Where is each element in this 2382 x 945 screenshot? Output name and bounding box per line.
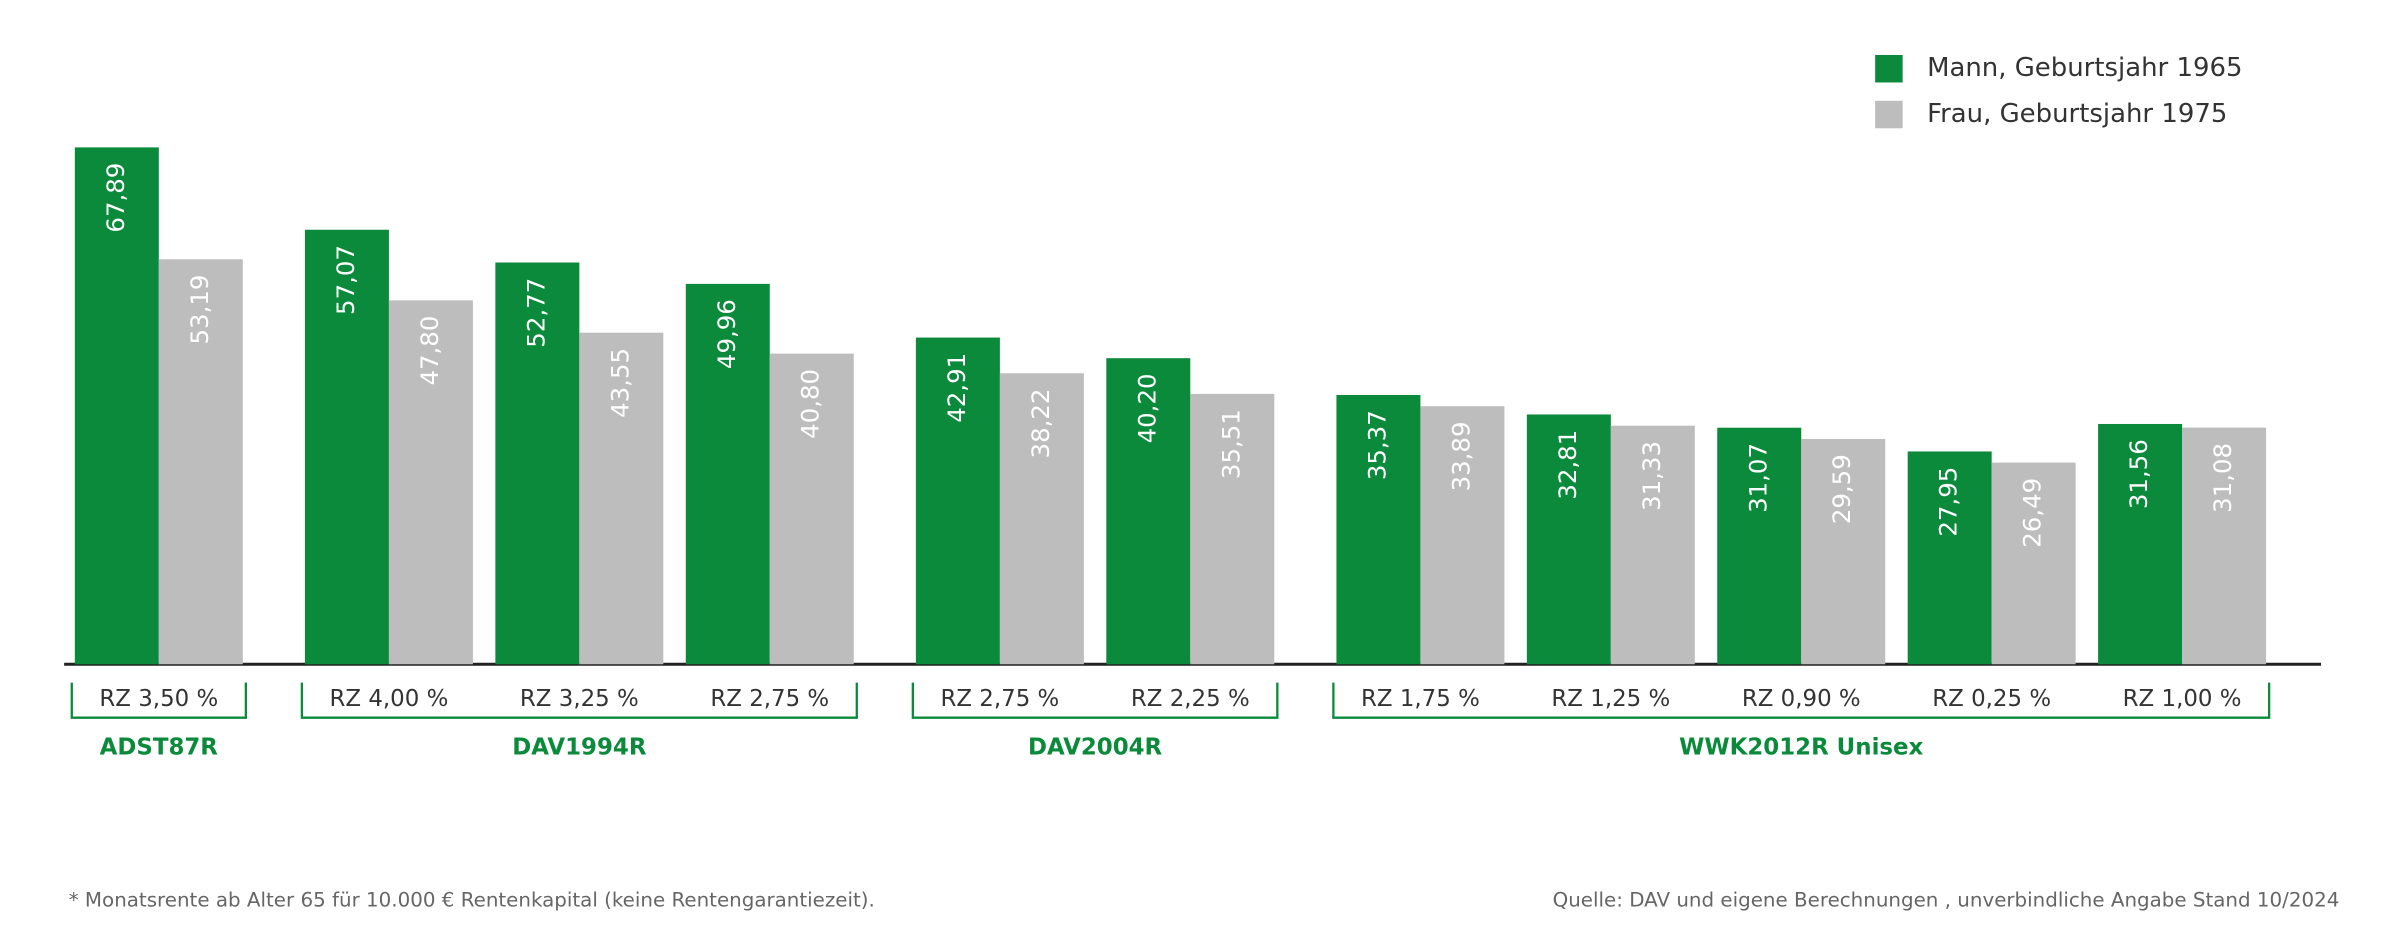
value-label: 35,51	[1216, 409, 1245, 479]
legend-label: Mann, Geburtsjahr 1965	[1927, 53, 2242, 83]
bar	[388, 300, 473, 665]
footnote: * Monatsrente ab Alter 65 für 10.000 € R…	[69, 888, 875, 911]
x-tick-label: RZ 2,75 %	[940, 686, 1059, 712]
value-label: 47,80	[415, 316, 444, 386]
bar	[1190, 393, 1275, 665]
group-label: WWK2012R Unisex	[1679, 735, 1923, 761]
bar	[1526, 414, 1611, 665]
group-bracket	[1332, 682, 2271, 719]
x-tick-label: RZ 3,25 %	[520, 686, 639, 712]
value-label: 43,55	[605, 348, 634, 418]
bar	[2182, 427, 2267, 665]
value-label: 40,80	[796, 369, 825, 439]
value-label: 26,49	[2018, 478, 2047, 548]
value-label: 40,20	[1132, 373, 1161, 443]
bar	[1801, 438, 1886, 665]
value-label: 31,08	[2208, 443, 2237, 513]
group-label: DAV1994R	[512, 735, 647, 761]
value-label: 49,96	[712, 299, 741, 369]
value-label: 31,33	[1637, 441, 1666, 511]
value-label: 29,59	[1827, 454, 1856, 524]
legend-swatch	[1875, 54, 1903, 83]
x-tick-label: RZ 0,25 %	[1932, 686, 2051, 712]
value-label: 35,37	[1362, 410, 1391, 480]
group-label: ADST87R	[100, 735, 219, 761]
chart-body: * Monatsrente ab Alter 65 für 10.000 € R…	[64, 53, 2339, 911]
bar	[1991, 462, 2076, 665]
value-label: 42,91	[942, 353, 971, 423]
value-label: 38,22	[1026, 389, 1055, 459]
value-label: 33,89	[1446, 422, 1475, 492]
legend-swatch	[1875, 100, 1903, 129]
x-tick-label: RZ 0,90 %	[1742, 686, 1861, 712]
bar	[74, 147, 159, 665]
bar	[495, 262, 580, 665]
legend-label: Frau, Geburtsjahr 1975	[1927, 99, 2227, 129]
value-label: 52,77	[521, 278, 550, 348]
bar	[769, 353, 854, 665]
x-tick-label: RZ 1,75 %	[1361, 686, 1480, 712]
x-tick-label: RZ 1,25 %	[1551, 686, 1670, 712]
source: Quelle: DAV und eigene Berechnungen , un…	[1553, 888, 2340, 911]
bar	[158, 259, 243, 665]
bar	[2098, 423, 2183, 665]
value-label: 31,07	[1743, 443, 1772, 513]
x-tick-label: RZ 2,25 %	[1131, 686, 1250, 712]
bar	[1717, 427, 1802, 665]
group-label: DAV2004R	[1028, 735, 1163, 761]
value-label: 31,56	[2124, 439, 2153, 509]
bar	[1106, 358, 1191, 665]
value-label: 27,95	[1934, 467, 1963, 537]
bar	[685, 283, 770, 665]
x-tick-label: RZ 2,75 %	[710, 686, 829, 712]
bar	[999, 373, 1084, 665]
value-label: 57,07	[331, 245, 360, 315]
bar	[579, 332, 664, 665]
bar	[1907, 451, 1992, 665]
bar	[1610, 425, 1695, 665]
value-label: 53,19	[185, 275, 214, 345]
bar	[1336, 394, 1421, 665]
x-tick-label: RZ 3,50 %	[99, 686, 218, 712]
bar	[1420, 406, 1505, 665]
value-label: 67,89	[101, 163, 130, 233]
bar	[915, 337, 1000, 665]
group-bracket	[911, 682, 1279, 719]
bar	[304, 229, 389, 665]
group-bracket	[300, 682, 858, 719]
group-bracket	[70, 682, 247, 719]
x-tick-label: RZ 1,00 %	[2123, 686, 2242, 712]
value-label: 32,81	[1553, 430, 1582, 500]
x-tick-label: RZ 4,00 %	[329, 686, 448, 712]
